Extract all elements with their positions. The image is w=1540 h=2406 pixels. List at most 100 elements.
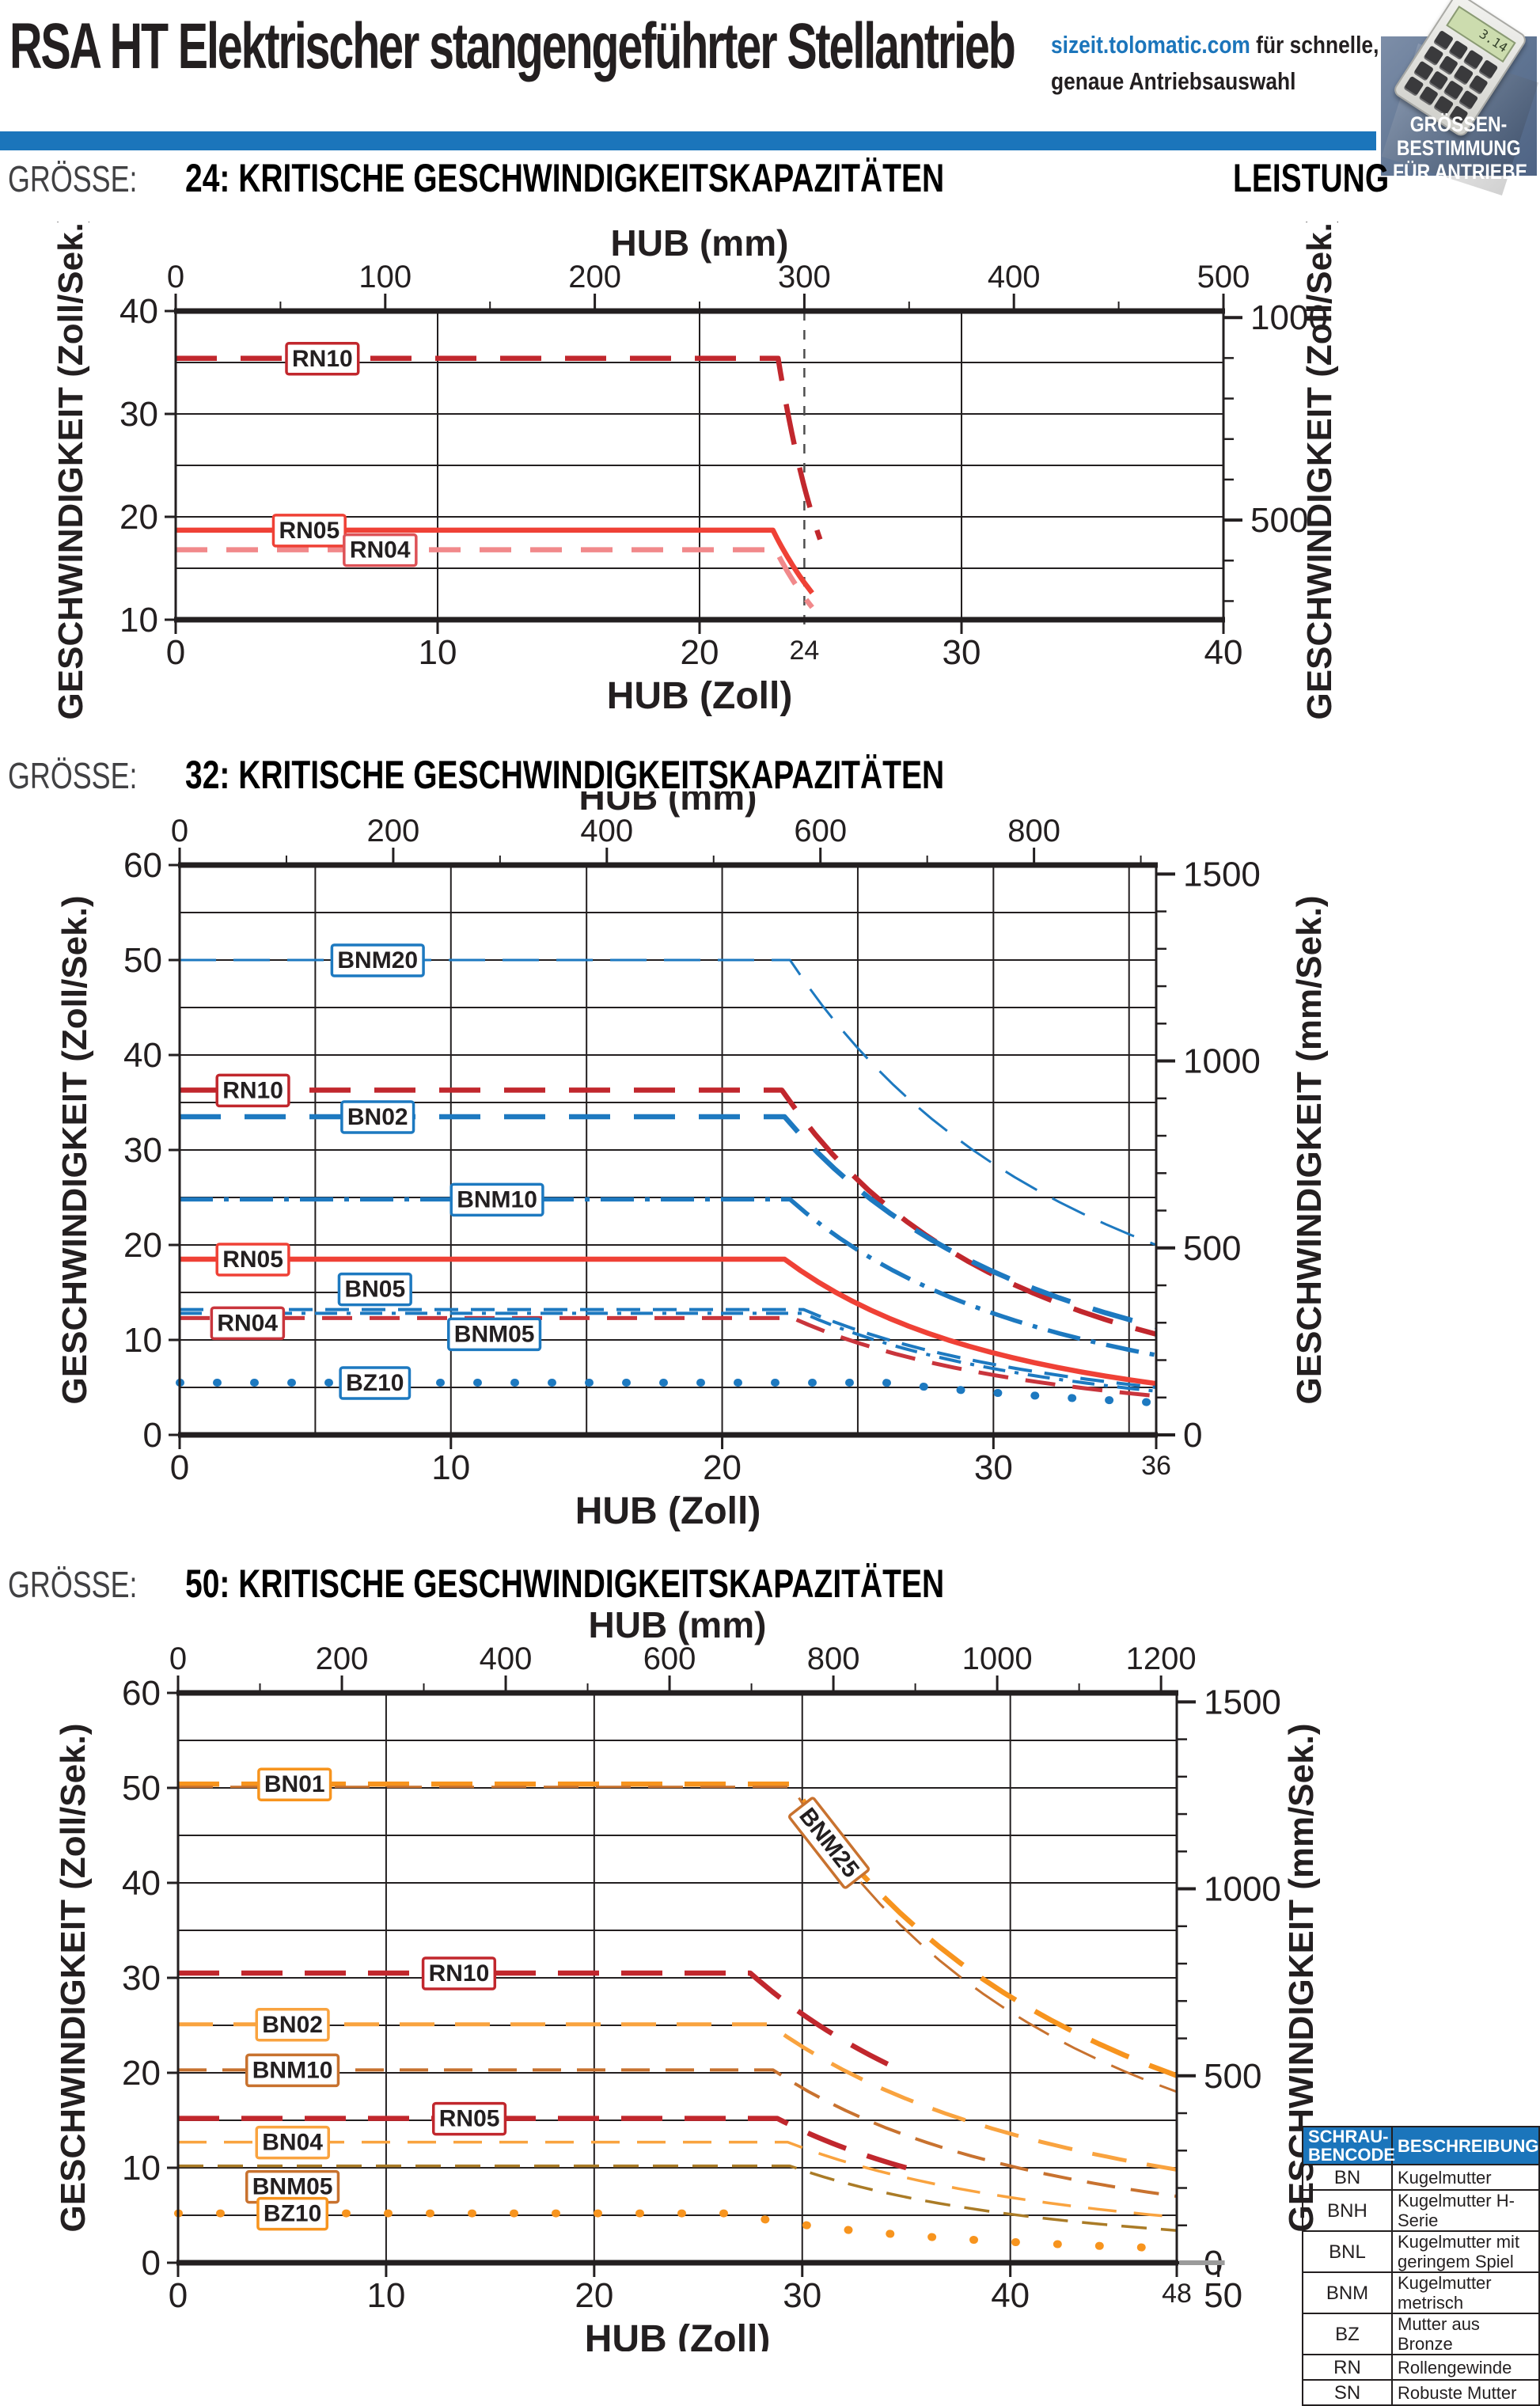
svg-text:BNM25: BNM25 [794,1803,864,1882]
svg-text:40: 40 [122,1864,161,1903]
svg-text:50: 50 [123,941,162,980]
series-label-rn10: RN10 [285,342,360,376]
table-row-bn: BN Kugelmutter [1302,2164,1540,2191]
badge-line-2: BESTIMMUNG [1397,136,1521,160]
series-line-bnm05 [180,1311,1157,1393]
series-line-bnm20 [180,958,1157,1247]
svg-text:60: 60 [122,1674,161,1713]
svg-text:0: 0 [143,1416,162,1455]
section-title: 24: KRITISCHE GESCHWINDIGKEITSKAPAZITÄTE… [184,156,944,200]
svg-text:GESCHWINDIGKEIT (Zoll/Sek.): GESCHWINDIGKEIT (Zoll/Sek.) [51,222,90,719]
page-title: RSA HT Elektrischer stangengeführter Ste… [9,9,1445,84]
svg-text:RN04: RN04 [350,537,411,564]
svg-text:400: 400 [480,1641,533,1676]
series-line-bn05 [180,1307,1157,1389]
svg-text:GESCHWINDIGKEIT (Zoll/Sek.): GESCHWINDIGKEIT (Zoll/Sek.) [54,1724,93,2233]
svg-text:BN01: BN01 [264,1771,325,1797]
series-label-bn02: BN02 [340,1100,415,1134]
svg-text:1000: 1000 [962,1641,1033,1676]
svg-text:HUB (Zoll): HUB (Zoll) [585,2318,771,2351]
series-line-rn05 [180,1256,1157,1387]
series-label-rn05: RN05 [431,2101,507,2136]
screw-code: BNM [1302,2271,1393,2314]
series-label-bz10: BZ10 [256,2196,329,2231]
svg-text:BNM05: BNM05 [454,1321,535,1347]
svg-text:HUB (Zoll): HUB (Zoll) [607,675,793,717]
table-row-sn: SN Robuste Mutter [1302,2379,1540,2406]
svg-text:0: 0 [166,633,185,672]
svg-text:1000: 1000 [1250,298,1328,337]
section-prefix: GRÖSSE: [8,158,138,199]
svg-text:0: 0 [1183,1416,1202,1455]
svg-text:30: 30 [119,395,158,434]
svg-text:30: 30 [974,1448,1013,1487]
svg-text:500: 500 [1204,2057,1261,2096]
series-line-bn01 [178,1781,1178,2078]
svg-text:1500: 1500 [1183,855,1261,894]
sizing-badge: 3.14 GRÖSSEN- BESTIMMUNG FÜR ANTRIEBE [1381,0,1539,196]
series-line-rn05 [176,527,814,595]
svg-text:500: 500 [1197,260,1250,294]
badge-line-3: FÜR ANTRIEBE [1393,160,1527,184]
svg-text:200: 200 [316,1641,369,1676]
screw-code: BZ [1302,2313,1393,2355]
svg-text:20: 20 [575,2276,613,2315]
svg-text:300: 300 [778,260,831,294]
screw-code: BNL [1302,2230,1393,2273]
svg-text:RN04: RN04 [217,1310,278,1336]
section-prefix: GRÖSSE: [8,1564,138,1605]
svg-text:RN10: RN10 [292,346,353,372]
series-label-bnm05: BNM05 [447,1317,542,1352]
series-line-bz10 [176,1379,1160,1407]
screw-code: BNH [1302,2189,1393,2232]
series-label-bnm20: BNM20 [330,943,425,977]
series-label-bn01: BN01 [257,1767,332,1801]
svg-text:40: 40 [123,1036,162,1075]
svg-text:40: 40 [1204,633,1243,672]
sizing-callout: sizeit.tolomatic.com für schnelle, genau… [1051,27,1437,100]
svg-text:BNM10: BNM10 [252,2057,333,2083]
svg-text:GESCHWINDIGKEIT (Zoll/Sek.): GESCHWINDIGKEIT (Zoll/Sek.) [1300,222,1339,719]
screw-description: Robuste Mutter [1391,2379,1540,2406]
svg-text:HUB (mm): HUB (mm) [611,222,789,264]
svg-text:20: 20 [122,2054,161,2093]
screw-code: RN [1302,2354,1393,2381]
sizeit-line2: genaue Antriebsauswahl [1051,67,1296,95]
series-label-rn04: RN04 [343,533,418,567]
svg-text:BNM10: BNM10 [457,1186,537,1212]
svg-text:30: 30 [943,633,981,672]
sizeit-link[interactable]: sizeit.tolomatic.com [1051,31,1250,59]
svg-text:BZ10: BZ10 [346,1370,404,1396]
series-label-bn05: BN05 [337,1272,412,1307]
svg-text:400: 400 [988,260,1041,294]
screw-description: Mutter aus Bronze [1391,2313,1540,2355]
svg-text:10: 10 [123,1321,162,1360]
svg-text:30: 30 [123,1131,162,1170]
svg-text:0: 0 [169,2276,188,2315]
svg-text:BNM20: BNM20 [337,947,418,973]
svg-text:10: 10 [419,633,457,672]
series-line-bnm05 [178,2164,1178,2232]
svg-text:200: 200 [367,814,420,848]
section-header-size-32: GRÖSSE: 32: KRITISCHE GESCHWINDIGKEITSKA… [8,752,1535,798]
series-line-rn10 [176,355,823,541]
section-prefix: GRÖSSE: [8,755,138,796]
screw-code: SN [1302,2379,1393,2406]
badge-caption: GRÖSSEN- BESTIMMUNG FÜR ANTRIEBE [1381,112,1537,184]
leistung-tab: LEISTUNG [1233,156,1390,200]
table-row-bz: BZ Mutter aus Bronze [1302,2313,1540,2355]
svg-text:500: 500 [1183,1229,1241,1268]
svg-text:RN10: RN10 [429,1960,490,1987]
svg-text:0: 0 [171,814,188,848]
svg-text:10: 10 [122,2149,161,2188]
series-line-rn04 [180,1315,1157,1398]
svg-text:1200: 1200 [1126,1641,1197,1676]
svg-text:800: 800 [807,1641,860,1676]
svg-text:20: 20 [681,633,719,672]
series-line-bn04 [178,2140,1178,2219]
svg-text:20: 20 [119,498,158,537]
section-title: 50: KRITISCHE GESCHWINDIGKEITSKAPAZITÄTE… [184,1562,944,1606]
svg-text:48: 48 [1162,2279,1192,2309]
svg-text:60: 60 [123,846,162,885]
badge-line-1: GRÖSSEN- [1410,112,1508,136]
